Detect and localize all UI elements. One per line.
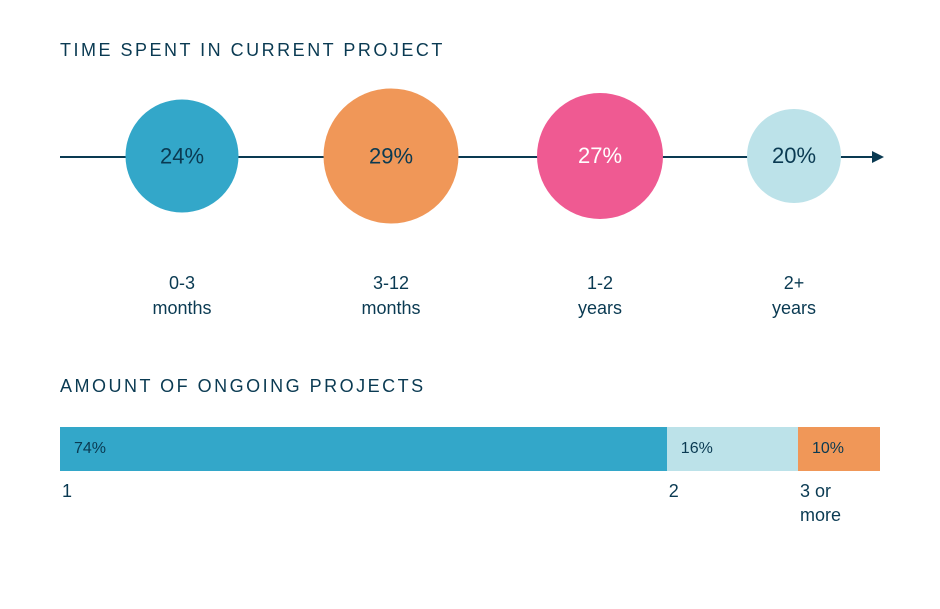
bubble-label-3-top: 2+ (784, 273, 805, 293)
bubble-label-0: 0-3 months (122, 271, 242, 321)
segment-label-1-text: 2 (669, 481, 679, 501)
stacked-bar-chart: 74% 16% 10% 1 2 3 or more (60, 427, 880, 528)
section-ongoing-projects: AMOUNT OF ONGOING PROJECTS 74% 16% 10% 1… (60, 376, 880, 528)
timeline-arrow-icon (872, 151, 884, 163)
bubble-0-3-months: 24% (126, 100, 239, 213)
segment-label-1: 2 (667, 479, 798, 528)
bubble-1-2-years: 27% (537, 93, 663, 219)
segment-3-or-more: 10% (798, 427, 880, 471)
bubble-label-0-bottom: months (152, 298, 211, 318)
bubble-label-0-top: 0-3 (169, 273, 195, 293)
bubble-label-3: 2+ years (734, 271, 854, 321)
bubble-label-1-top: 3-12 (373, 273, 409, 293)
section-title: TIME SPENT IN CURRENT PROJECT (60, 40, 880, 61)
bubble-2-plus-years: 20% (747, 109, 841, 203)
segment-label-0-text: 1 (62, 481, 72, 501)
bubble-label-3-bottom: years (772, 298, 816, 318)
bubble-label-2: 1-2 years (540, 271, 660, 321)
bubble-labels-row: 0-3 months 3-12 months 1-2 years 2+ year… (60, 271, 880, 331)
segment-1-project: 74% (60, 427, 667, 471)
bubble-label-1-bottom: months (361, 298, 420, 318)
stacked-bar-labels: 1 2 3 or more (60, 479, 880, 528)
section-title: AMOUNT OF ONGOING PROJECTS (60, 376, 880, 397)
bubble-label-2-bottom: years (578, 298, 622, 318)
bubble-timeline-chart: 24% 29% 27% 20% (60, 91, 880, 251)
bubble-label-2-top: 1-2 (587, 273, 613, 293)
segment-label-2-text: 3 or more (800, 481, 841, 525)
bubble-3-12-months: 29% (324, 89, 459, 224)
stacked-bar: 74% 16% 10% (60, 427, 880, 471)
section-time-spent: TIME SPENT IN CURRENT PROJECT 24% 29% 27… (60, 40, 880, 331)
segment-label-0: 1 (60, 479, 667, 528)
segment-2-projects: 16% (667, 427, 798, 471)
bubble-label-1: 3-12 months (331, 271, 451, 321)
segment-label-2: 3 or more (798, 479, 880, 528)
